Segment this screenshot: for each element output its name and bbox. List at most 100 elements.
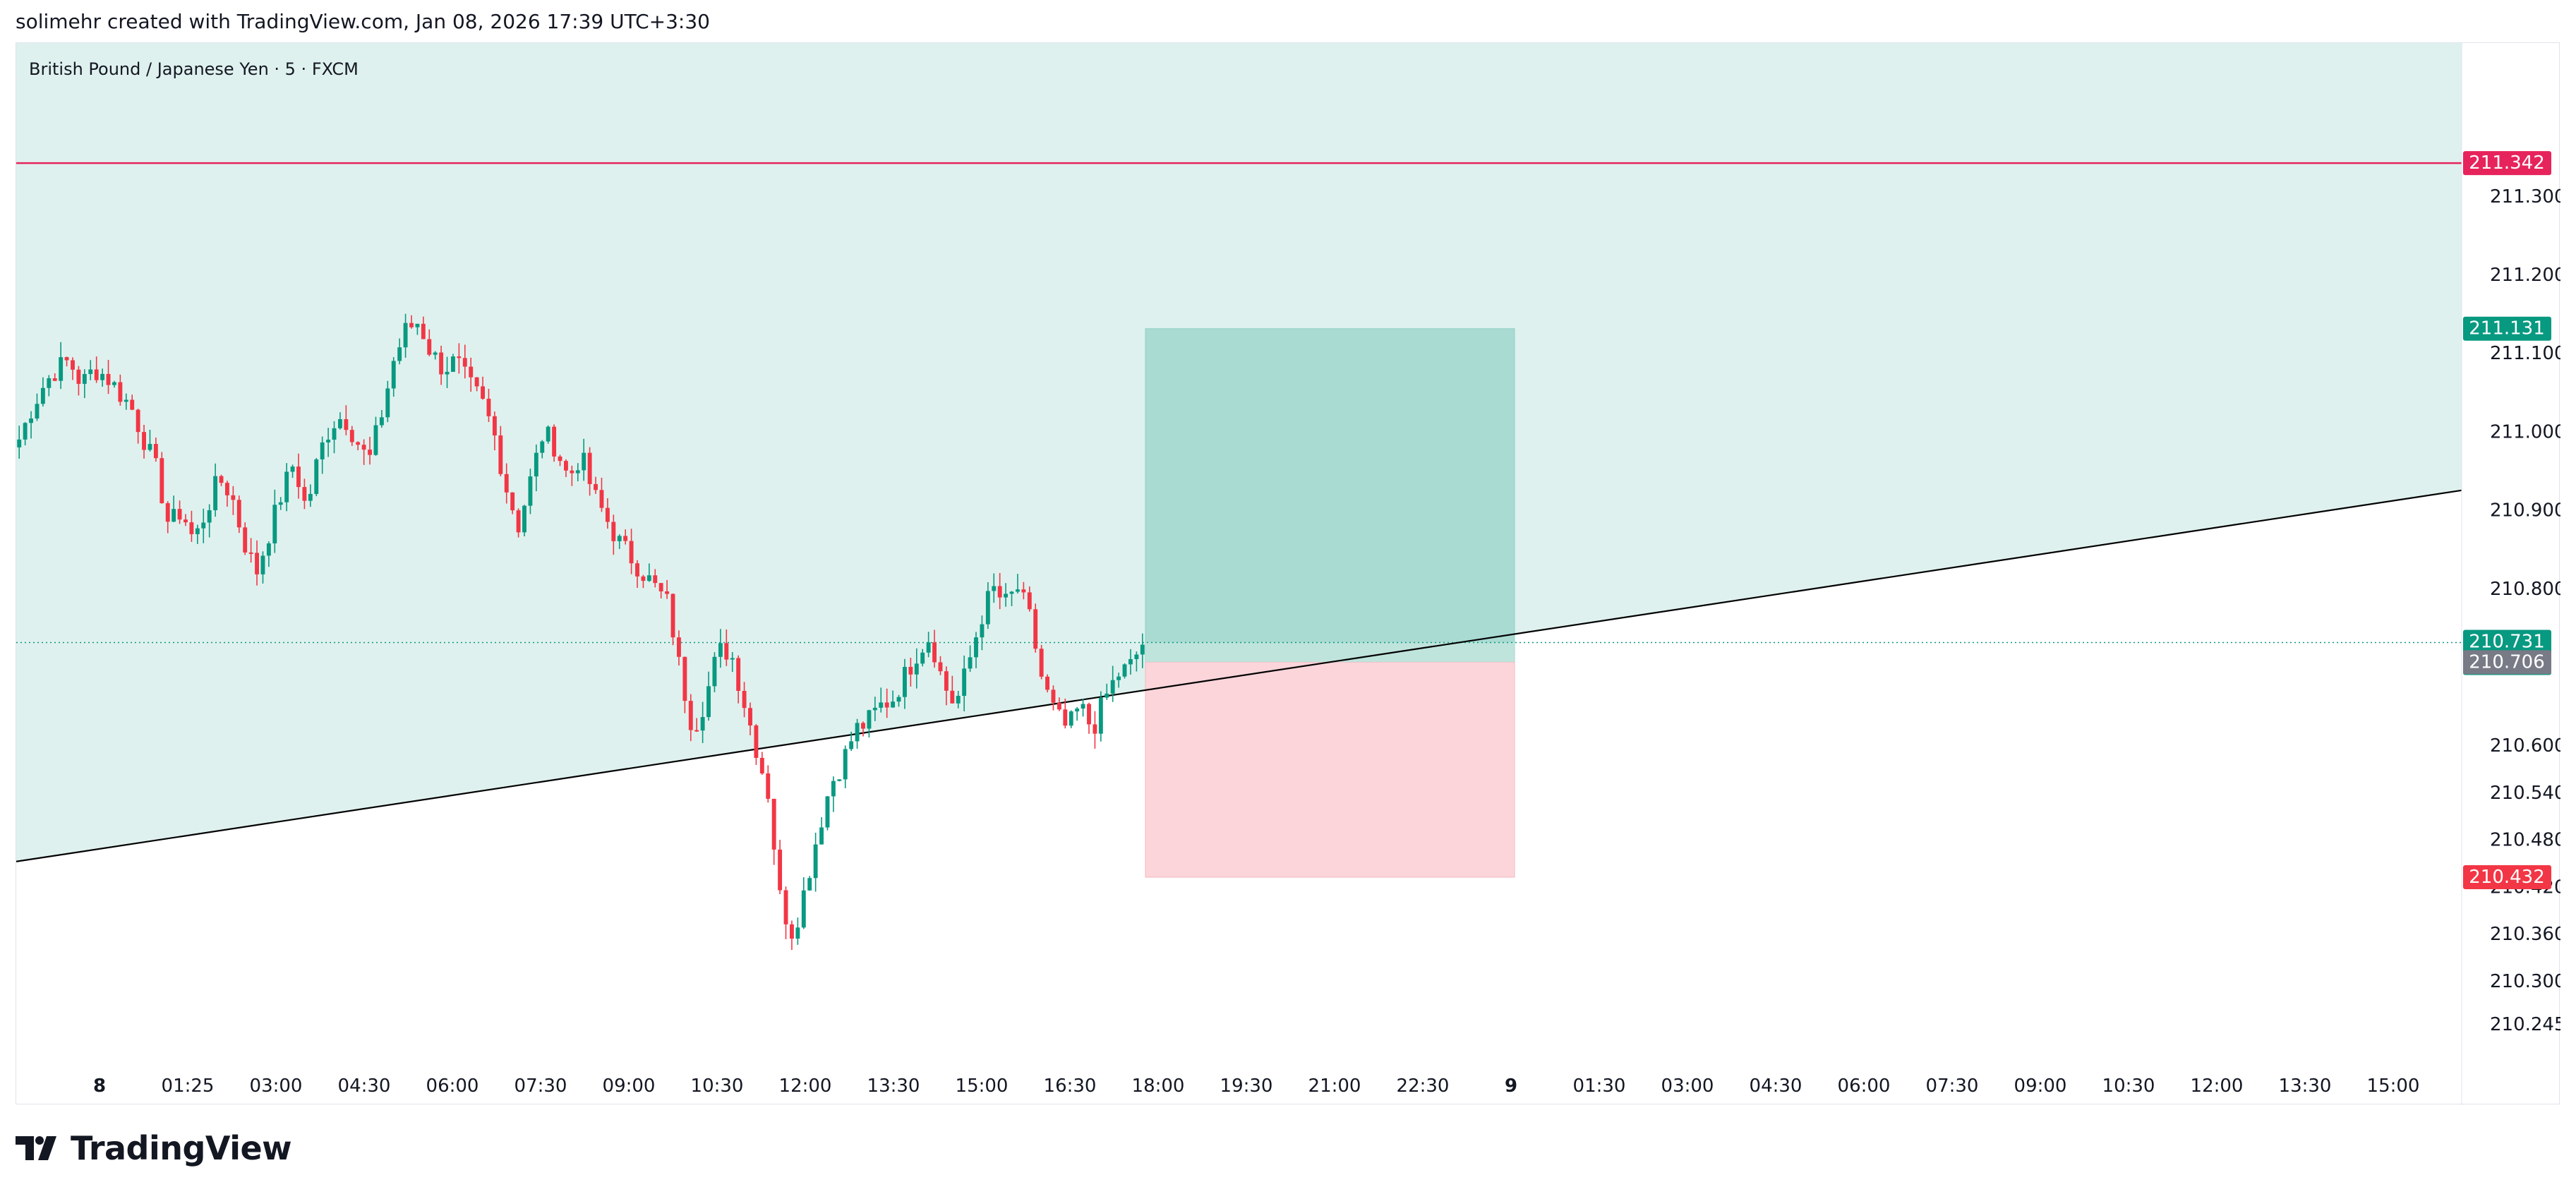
candle-body	[231, 495, 236, 500]
candle-body	[40, 387, 45, 404]
candle-body	[1033, 609, 1038, 649]
candle-body	[177, 509, 182, 520]
price-label-tag	[2463, 865, 2551, 890]
y-tick-label: 210.360	[2490, 924, 2560, 945]
candle-body	[688, 701, 693, 730]
candle-body	[879, 702, 884, 708]
candle-body	[165, 503, 170, 522]
candle-body	[903, 666, 907, 697]
candle-body	[225, 483, 229, 495]
x-tick-label: 03:00	[250, 1076, 303, 1097]
candle-body	[106, 373, 111, 385]
tradingview-logo[interactable]: TradingView	[16, 1129, 292, 1167]
candle-body	[397, 347, 402, 361]
x-tick-label: 16:30	[1044, 1076, 1097, 1097]
candle-body	[361, 445, 366, 450]
candle-body	[629, 541, 634, 564]
x-tick-label: 07:30	[514, 1076, 567, 1097]
candle-body	[100, 373, 105, 380]
candle-body	[623, 536, 628, 541]
chart-title: British Pound / Japanese Yen · 5 · FXCM	[29, 59, 359, 79]
candle-body	[516, 510, 521, 533]
candle-body	[1081, 704, 1085, 709]
x-tick-label: 04:30	[1750, 1076, 1802, 1097]
candle-body	[968, 657, 973, 669]
price-label-tag	[2463, 650, 2551, 675]
trendline	[16, 489, 2462, 862]
candle-body	[980, 624, 985, 638]
candle-body	[1110, 680, 1115, 694]
candle-body	[861, 723, 865, 729]
x-tick-label: 06:00	[1838, 1076, 1891, 1097]
candle-body	[445, 371, 450, 375]
candle-body	[1009, 591, 1014, 594]
candle-body	[171, 509, 176, 522]
candle-body	[670, 594, 675, 638]
candle-body	[587, 452, 592, 484]
candle-body	[712, 656, 717, 687]
candle-body	[546, 426, 550, 442]
x-tick-label: 09:00	[2014, 1076, 2067, 1097]
candle-body	[160, 458, 164, 504]
candle-body	[801, 890, 806, 928]
y-tick-label: 210.300	[2490, 971, 2560, 992]
x-tick-label: 09:00	[603, 1076, 656, 1097]
candle-body	[255, 553, 259, 574]
candle-body	[379, 417, 384, 426]
candle-body	[510, 492, 515, 511]
x-tick-label: 8	[93, 1076, 106, 1097]
candle-body	[219, 476, 224, 483]
candle-body	[236, 500, 241, 528]
candle-body	[1105, 693, 1109, 698]
candle-body	[1051, 689, 1056, 703]
x-tick-label: 06:00	[426, 1076, 479, 1097]
candle-body	[1098, 697, 1103, 734]
candle-body	[700, 717, 705, 731]
candle-body	[605, 507, 610, 522]
candle-body	[260, 555, 265, 574]
candle-body	[855, 723, 860, 742]
price-label-text: 210.432	[2469, 867, 2545, 888]
candle-body	[1128, 658, 1133, 665]
candle-body	[754, 725, 759, 758]
x-tick-label: 18:00	[1132, 1076, 1185, 1097]
price-chart[interactable]: British Pound / Japanese Yen · 5 · FXCM 2…	[16, 43, 2560, 1105]
candle-body	[819, 827, 824, 845]
candle-body	[682, 656, 687, 701]
candle-body	[724, 643, 729, 660]
candle-body	[884, 702, 889, 708]
candle-body	[47, 378, 52, 388]
candle-body	[427, 339, 432, 355]
chart-frame[interactable]: British Pound / Japanese Yen · 5 · FXCM 2…	[16, 42, 2560, 1105]
candle-body	[813, 844, 818, 879]
candle-body	[992, 586, 997, 591]
candle-body	[498, 435, 503, 474]
candle-body	[213, 476, 218, 511]
x-tick-label: 10:30	[691, 1076, 744, 1097]
candle-body	[908, 666, 913, 675]
price-label-text: 210.731	[2469, 632, 2545, 653]
candle-body	[189, 522, 194, 534]
entry-band	[1145, 642, 1515, 663]
candle-body	[94, 369, 99, 380]
candle-body	[611, 522, 616, 541]
x-tick-label: 07:30	[1926, 1076, 1979, 1097]
candle-body	[558, 456, 562, 462]
candle-body	[795, 927, 800, 939]
candle-body	[783, 890, 788, 924]
candle-body	[914, 663, 919, 675]
x-tick-label: 03:00	[1661, 1076, 1714, 1097]
take-profit-zone	[1145, 328, 1515, 663]
candle-body	[314, 459, 319, 494]
x-tick-label: 9	[1505, 1076, 1517, 1097]
candle-body	[439, 352, 444, 375]
price-label-text: 210.706	[2469, 651, 2545, 673]
candle-body	[748, 708, 752, 725]
x-tick-label: 13:30	[867, 1076, 920, 1097]
candle-body	[82, 374, 87, 384]
candle-body	[409, 323, 414, 327]
candle-body	[771, 798, 776, 850]
candle-body	[308, 493, 313, 501]
candle-body	[296, 466, 301, 488]
candle-body	[956, 696, 961, 704]
